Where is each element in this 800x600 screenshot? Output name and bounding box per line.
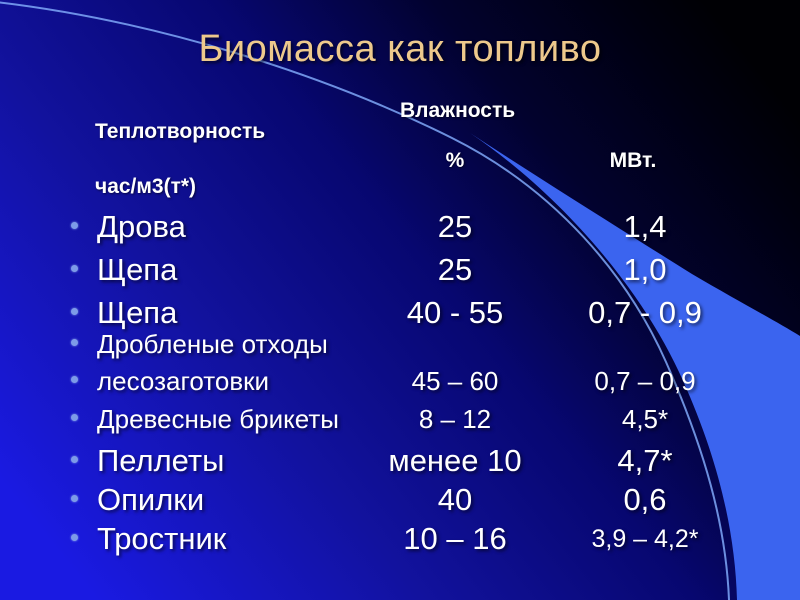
row-label: Опилки <box>97 482 205 517</box>
header-heating-unit-line2: час/м3(т*) <box>95 175 197 198</box>
row-heating-value: 1,0 <box>623 252 667 287</box>
row-moisture-value: менее 10 <box>388 443 522 478</box>
bullet-icon <box>71 534 78 541</box>
row-moisture-value: 10 – 16 <box>403 521 507 556</box>
row-heating-value: 0,6 <box>623 482 667 517</box>
swoosh-crescent-shape <box>470 133 800 600</box>
row-heating-value: 3,9 – 4,2* <box>591 525 699 553</box>
row-heating-value: 0,7 - 0,9 <box>588 295 702 330</box>
row-heating-value: 4,5* <box>621 404 669 434</box>
table-row: Пеллеты менее 10 4,7* <box>0 443 800 483</box>
row-moisture-value: 25 <box>437 252 473 287</box>
bullet-icon <box>71 339 78 346</box>
table-row: Древесные брикеты 8 – 12 4,5* <box>0 404 800 444</box>
bullet-icon <box>71 308 78 315</box>
header-heating-unit-line1: МВт. <box>609 149 657 172</box>
bullet-icon <box>71 495 78 502</box>
bullet-icon <box>71 376 78 383</box>
row-moisture-value: 40 - 55 <box>406 295 504 330</box>
bullet-icon <box>71 222 78 229</box>
row-label: Дробленые отходы <box>97 329 328 359</box>
row-label: Дрова <box>97 209 186 244</box>
row-label: Щепа <box>97 295 178 330</box>
row-label: Пеллеты <box>97 443 225 478</box>
table-row: лесозаготовки 45 – 60 0,7 – 0,9 <box>0 366 800 406</box>
table-row: Опилки 40 0,6 <box>0 482 800 522</box>
row-label: Щепа <box>97 252 178 287</box>
header-moisture-unit: % <box>445 149 465 172</box>
table-row: Щепа 25 1,0 <box>0 252 800 292</box>
bullet-icon <box>71 414 78 421</box>
row-moisture-value: 25 <box>437 209 473 244</box>
bullet-icon <box>71 456 78 463</box>
row-moisture-value: 40 <box>437 482 473 517</box>
row-heating-value: 1,4 <box>623 209 667 244</box>
table-row: Тростник 10 – 16 3,9 – 4,2* <box>0 521 800 561</box>
table-row: Дробленые отходы <box>0 329 800 369</box>
row-moisture-value: 45 – 60 <box>411 366 499 396</box>
arc-line <box>0 1 730 600</box>
row-label: лесозаготовки <box>97 366 270 396</box>
table-row: Щепа 40 - 55 0,7 - 0,9 <box>0 295 800 335</box>
row-heating-value: 4,7* <box>617 443 673 478</box>
slide-title: Биомасса как топливо <box>198 28 602 70</box>
row-moisture-value: 8 – 12 <box>418 404 492 434</box>
table-row: Дрова 25 1,4 <box>0 209 800 249</box>
row-heating-value: 0,7 – 0,9 <box>594 366 696 396</box>
header-heating-title: Теплотворность <box>95 120 266 143</box>
row-label: Тростник <box>97 521 227 556</box>
bullet-icon <box>71 265 78 272</box>
row-label: Древесные брикеты <box>97 404 339 434</box>
header-moisture-title: Влажность <box>400 99 516 122</box>
